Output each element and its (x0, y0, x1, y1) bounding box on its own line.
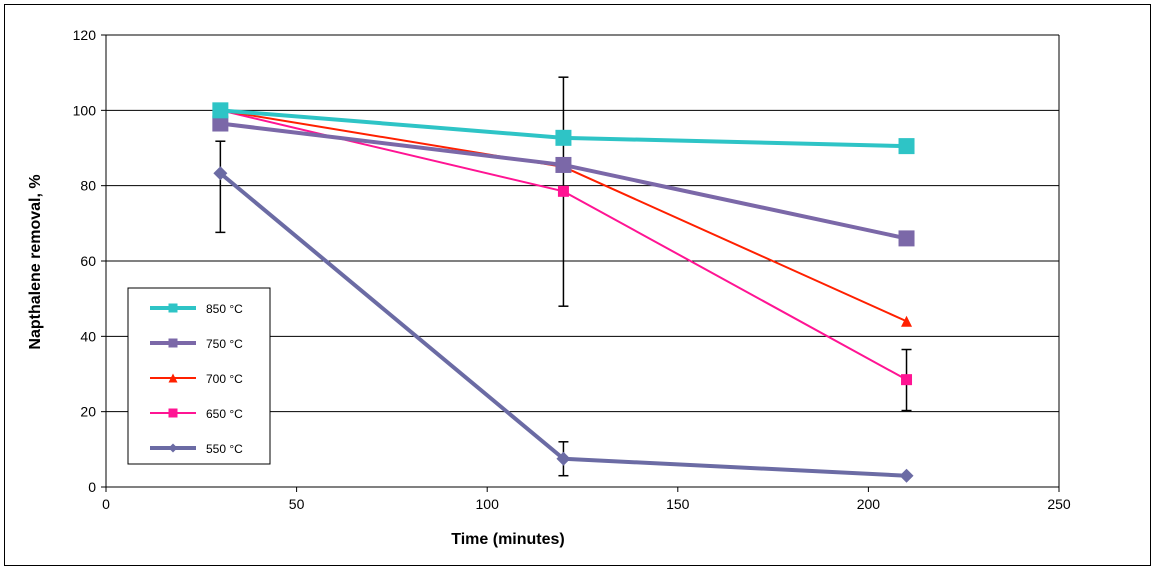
x-tick-label: 50 (289, 496, 305, 512)
x-tick-label: 150 (666, 496, 690, 512)
series-850 (212, 102, 915, 155)
series-group (212, 102, 915, 483)
legend-box (127, 287, 271, 465)
legend-swatch-marker (168, 303, 178, 313)
y-tick-label: 20 (80, 404, 96, 420)
x-axis-label: Time (minutes) (451, 531, 565, 548)
y-axis-label: Napthalene removal, % (27, 174, 44, 349)
data-point-650 (901, 374, 913, 386)
y-tick-label: 100 (73, 102, 97, 118)
series-750 (212, 115, 915, 247)
y-tick-label: 40 (80, 328, 96, 344)
error-bars (215, 76, 912, 477)
tick-labels: 0 20 40 60 80 100 120 0 50 100 150 200 250 (73, 27, 1071, 512)
legend-label: 750 °C (206, 337, 243, 351)
x-tick-label: 0 (102, 496, 110, 512)
y-tick-label: 80 (80, 178, 96, 194)
x-tick-label: 250 (1047, 496, 1071, 512)
x-tick-label: 100 (476, 496, 500, 512)
legend-swatch-marker (168, 373, 178, 383)
data-point-850 (898, 138, 915, 155)
legend-entry-750: 750 °C (150, 337, 243, 351)
legend-swatch-marker (168, 443, 178, 453)
axes (101, 34, 1060, 492)
data-point-550 (213, 166, 228, 181)
legend-entry-550: 550 °C (150, 442, 243, 456)
legend-entry-700: 700 °C (150, 372, 243, 386)
data-point-750 (212, 115, 229, 132)
data-point-850 (555, 129, 572, 146)
data-point-550 (899, 468, 914, 483)
data-point-550 (556, 451, 571, 466)
error-bar (215, 140, 226, 234)
legend-label: 650 °C (206, 407, 243, 421)
x-tick-label: 200 (857, 496, 881, 512)
data-point-750 (555, 156, 572, 173)
y-tick-label: 120 (73, 27, 97, 43)
y-tick-label: 60 (80, 253, 96, 269)
legend-swatch-marker (168, 338, 178, 348)
legend-swatch-marker (168, 408, 178, 418)
y-tick-label: 0 (88, 479, 96, 495)
legend-entry-650: 650 °C (150, 407, 243, 421)
series-550 (213, 166, 914, 483)
legend: 850 °C 750 °C 700 °C 650 °C 550 °C (127, 287, 271, 465)
data-point-850 (212, 102, 229, 119)
chart-frame (4, 4, 1151, 566)
legend-label: 700 °C (206, 372, 243, 386)
data-point-650 (557, 185, 569, 197)
data-point-750 (898, 230, 915, 247)
legend-label: 550 °C (206, 442, 243, 456)
legend-entry-850: 850 °C (150, 302, 243, 316)
legend-label: 850 °C (206, 302, 243, 316)
data-point-700 (901, 315, 913, 327)
